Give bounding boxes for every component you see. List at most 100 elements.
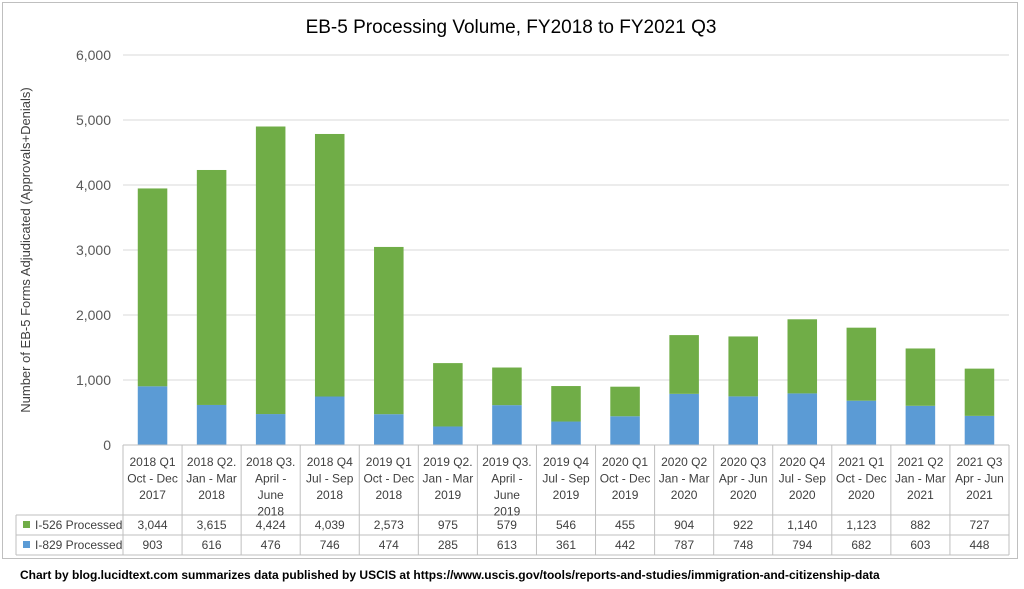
data-label: 1,123: [846, 518, 876, 532]
bar-i526: [433, 363, 463, 427]
x-tick-label: Jul - Sep: [542, 472, 590, 486]
data-label: 727: [969, 518, 989, 532]
bar-i829: [905, 405, 936, 445]
chart-caption: Chart by blog.lucidtext.com summarizes d…: [20, 568, 880, 582]
x-tick-label: Apr - Jun: [719, 472, 768, 486]
bar-i526: [669, 335, 699, 394]
data-label: 3,044: [138, 518, 168, 532]
bar-i829: [964, 415, 995, 445]
x-tick-label: 2019: [494, 505, 521, 519]
x-tick-label: Jan - Mar: [895, 472, 946, 486]
bar-i526: [551, 386, 581, 422]
x-tick-label: 2020: [789, 488, 816, 502]
chart-title: EB-5 Processing Volume, FY2018 to FY2021…: [306, 17, 717, 38]
bar-i526: [196, 169, 227, 405]
x-tick-label: Jan - Mar: [659, 472, 710, 486]
y-tick-label: 6,000: [76, 47, 111, 63]
bar-i829: [669, 393, 699, 445]
x-tick-label: 2020 Q4: [779, 455, 825, 469]
x-tick-label: 2019 Q2.: [423, 455, 472, 469]
x-tick-label: 2018 Q4: [307, 455, 353, 469]
x-tick-label: 2021 Q1: [838, 455, 884, 469]
data-label: 616: [202, 538, 222, 552]
x-tick-label: 2019: [553, 488, 580, 502]
x-tick-label: Oct - Dec: [363, 472, 414, 486]
x-tick-label: 2020: [848, 488, 875, 502]
x-tick-label: 2018 Q3.: [246, 455, 295, 469]
x-tick-label: Oct - Dec: [836, 472, 887, 486]
bar-i829: [137, 386, 168, 445]
bar-i526: [728, 336, 758, 397]
y-tick-label: 2,000: [76, 307, 111, 323]
x-tick-label: 2018: [257, 505, 284, 519]
data-label: 2,573: [374, 518, 404, 532]
x-tick-label: 2021 Q2: [897, 455, 943, 469]
data-label: 882: [910, 518, 930, 532]
x-tick-label: June: [494, 488, 520, 502]
data-label: 794: [792, 538, 812, 552]
y-axis-label: Number of EB-5 Forms Adjudicated (Approv…: [18, 87, 33, 413]
x-tick-label: Apr - Jun: [955, 472, 1004, 486]
data-label: 4,424: [256, 518, 286, 532]
data-label: 285: [438, 538, 458, 552]
bar-i829: [492, 405, 522, 445]
x-tick-label: April -: [255, 472, 286, 486]
data-label: 903: [143, 538, 163, 552]
legend-key: [23, 541, 30, 548]
bar-i526: [255, 126, 286, 415]
x-tick-label: June: [258, 488, 284, 502]
bar-i526: [374, 246, 404, 415]
x-tick-label: Jul - Sep: [779, 472, 827, 486]
bar-i829: [314, 396, 345, 445]
legend-label: I-526 Processed: [35, 518, 122, 532]
bar-i526: [314, 133, 345, 397]
data-label: 474: [379, 538, 399, 552]
data-label: 1,140: [787, 518, 817, 532]
x-tick-label: April -: [491, 472, 522, 486]
bar-i829: [610, 416, 640, 445]
y-tick-label: 4,000: [76, 177, 111, 193]
x-tick-label: Jan - Mar: [423, 472, 474, 486]
bar-i526: [137, 188, 168, 387]
data-label: 603: [910, 538, 930, 552]
y-tick-label: 5,000: [76, 112, 111, 128]
legend-label: I-829 Processed: [35, 538, 122, 552]
x-tick-label: 2019 Q1: [366, 455, 412, 469]
y-tick-label: 0: [103, 437, 111, 453]
data-label: 448: [969, 538, 989, 552]
data-label: 3,615: [197, 518, 227, 532]
x-tick-label: 2017: [139, 488, 166, 502]
x-tick-label: Oct - Dec: [600, 472, 651, 486]
bar-i526: [610, 386, 640, 417]
data-label: 579: [497, 518, 517, 532]
x-tick-label: 2019 Q3.: [482, 455, 531, 469]
data-label: 546: [556, 518, 576, 532]
x-tick-label: 2020: [730, 488, 757, 502]
bar-i526: [905, 348, 936, 406]
chart-svg: EB-5 Processing Volume, FY2018 to FY2021…: [15, 17, 1010, 556]
x-tick-label: 2020 Q1: [602, 455, 648, 469]
x-tick-label: 2019: [435, 488, 462, 502]
bar-i829: [374, 414, 404, 445]
bar-i829: [551, 421, 581, 445]
bar-i526: [846, 327, 877, 401]
bar-i829: [728, 396, 758, 445]
x-tick-label: 2020 Q2: [661, 455, 707, 469]
data-label: 613: [497, 538, 517, 552]
data-label: 361: [556, 538, 576, 552]
data-label: 746: [320, 538, 340, 552]
x-tick-label: 2018: [316, 488, 343, 502]
bar-i829: [255, 414, 286, 445]
x-tick-label: 2021 Q3: [956, 455, 1002, 469]
x-tick-label: 2018 Q1: [130, 455, 176, 469]
x-tick-label: Jan - Mar: [186, 472, 237, 486]
data-label: 442: [615, 538, 635, 552]
data-label: 4,039: [315, 518, 345, 532]
bar-i829: [433, 426, 463, 445]
chart-frame: EB-5 Processing Volume, FY2018 to FY2021…: [2, 2, 1018, 559]
data-label: 455: [615, 518, 635, 532]
x-tick-label: 2018 Q2.: [187, 455, 236, 469]
legend-key: [23, 521, 30, 528]
bar-i526: [964, 368, 995, 416]
x-tick-label: 2020: [671, 488, 698, 502]
